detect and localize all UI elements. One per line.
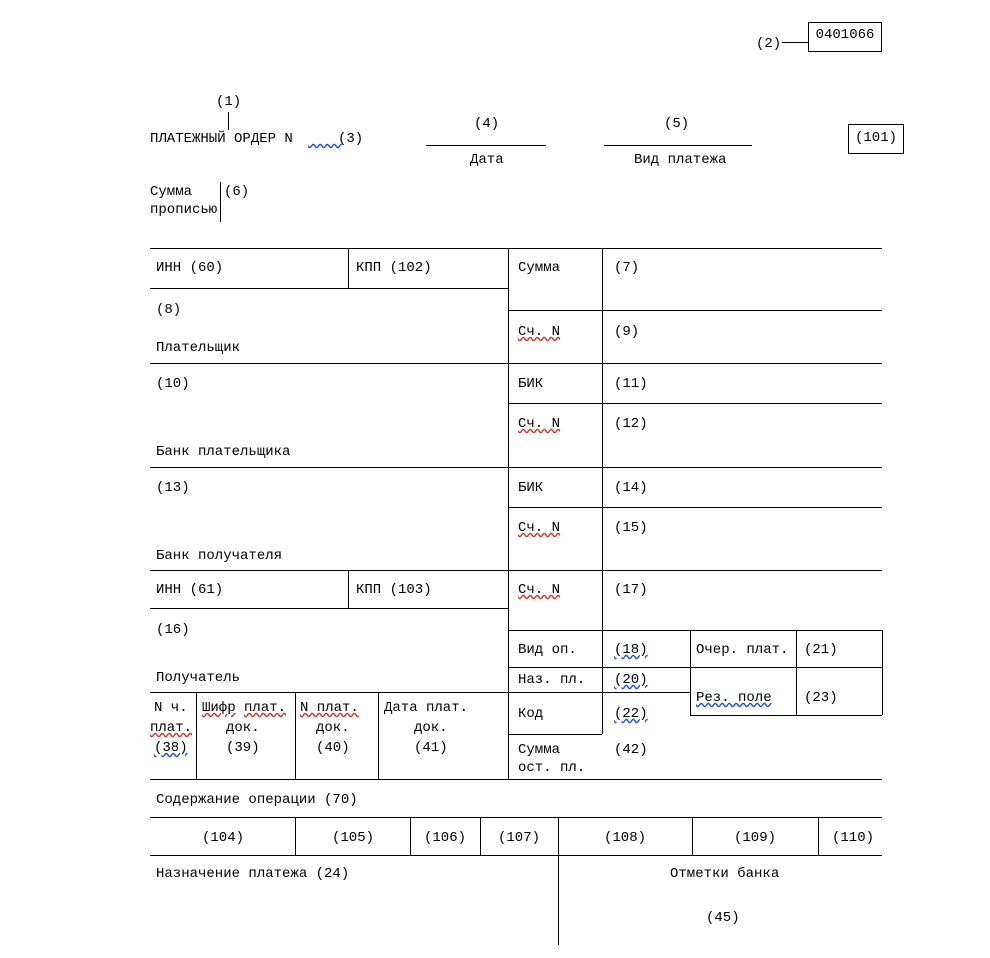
payment-type-label: Вид платежа <box>634 152 726 168</box>
ref-22: (22) <box>614 706 648 722</box>
inn-60: ИНН (60) <box>156 260 223 276</box>
sum-ost-l2: ост. пл. <box>518 760 585 776</box>
ref-12: (12) <box>614 416 648 432</box>
ref-17: (17) <box>614 582 648 598</box>
sum-ost-l1: Сумма <box>518 742 560 758</box>
ref-106: (106) <box>424 830 466 846</box>
bik-2: БИК <box>518 480 543 496</box>
form-code: 0401066 <box>816 27 875 43</box>
ref-11: (11) <box>614 376 648 392</box>
rez-pole: Рез. поле <box>696 690 772 706</box>
payer-bank-label: Банк плательщика <box>156 444 290 460</box>
dplat-l1: Дата плат. <box>384 700 468 716</box>
ref-107: (107) <box>498 830 540 846</box>
ref-110: (110) <box>832 830 874 846</box>
shifr-l2: док. <box>226 720 260 736</box>
shifr-l1: Шифр плат. <box>202 700 286 716</box>
shifr-l3: (39) <box>226 740 260 756</box>
ref-101: (101) <box>855 130 897 146</box>
ref-18: (18) <box>614 642 648 658</box>
ref-20: (20) <box>614 672 648 688</box>
inn-61: ИНН (61) <box>156 582 223 598</box>
sch-n-3: Сч. N <box>518 520 560 536</box>
ref-16: (16) <box>156 622 190 638</box>
ref-105: (105) <box>332 830 374 846</box>
ref-3: (3) <box>338 131 363 147</box>
sum-label: Сумма <box>518 260 560 276</box>
purpose-label: Назначение платежа (24) <box>156 866 349 882</box>
recv-label: Получатель <box>156 670 240 686</box>
date-label: Дата <box>470 152 504 168</box>
sch-n-1: Сч. N <box>518 324 560 340</box>
ref-2: (2) <box>756 36 781 52</box>
ref-21: (21) <box>804 642 838 658</box>
ref-9: (9) <box>614 324 639 340</box>
ref-14: (14) <box>614 480 648 496</box>
kod-label: Код <box>518 706 543 722</box>
ref-15: (15) <box>614 520 648 536</box>
ref-10: (10) <box>156 376 190 392</box>
ref-13: (13) <box>156 480 190 496</box>
ref-1: (1) <box>216 94 241 110</box>
vid-op: Вид оп. <box>518 642 577 658</box>
bank-marks-label: Отметки банка <box>670 866 779 882</box>
recv-bank-label: Банк получателя <box>156 548 282 564</box>
nplat-l2: док. <box>316 720 350 736</box>
order-title: ПЛАТЕЖНЫЙ ОРДЕР N <box>150 131 293 147</box>
ref-108: (108) <box>604 830 646 846</box>
ref-42: (42) <box>614 742 648 758</box>
dplat-l3: (41) <box>414 740 448 756</box>
sum-words-l2: прописью <box>150 202 217 218</box>
ref-4: (4) <box>474 116 499 132</box>
kpp-102: КПП (102) <box>356 260 432 276</box>
ocher-plat: Очер. плат. <box>696 642 788 658</box>
nch-l2: плат. <box>150 720 192 736</box>
content-op: Содержание операции (70) <box>156 792 358 808</box>
ref-104: (104) <box>202 830 244 846</box>
ref-8: (8) <box>156 302 181 318</box>
ref-5: (5) <box>664 116 689 132</box>
bik-1: БИК <box>518 376 543 392</box>
form-code-box: 0401066 <box>808 22 882 52</box>
payment-order-form: (2) 0401066 (1) ПЛАТЕЖНЫЙ ОРДЕР N (3) (4… <box>0 0 990 958</box>
sch-n-4: Сч. N <box>518 582 560 598</box>
nch-l3: (38) <box>154 740 188 756</box>
ref-6: (6) <box>224 184 249 200</box>
naz-pl: Наз. пл. <box>518 672 585 688</box>
nch-l1: N ч. <box>154 700 188 716</box>
ref-101-box: (101) <box>848 124 904 154</box>
nplat-l3: (40) <box>316 740 350 756</box>
ref-109: (109) <box>734 830 776 846</box>
dplat-l2: док. <box>414 720 448 736</box>
ref-45: (45) <box>706 910 740 926</box>
sum-words-l1: Сумма <box>150 184 192 200</box>
sch-n-2: Сч. N <box>518 416 560 432</box>
nplat-l1: N плат. <box>300 700 359 716</box>
ref-7: (7) <box>614 260 639 276</box>
ref-23: (23) <box>804 690 838 706</box>
payer-label: Плательщик <box>156 340 240 356</box>
kpp-103: КПП (103) <box>356 582 432 598</box>
